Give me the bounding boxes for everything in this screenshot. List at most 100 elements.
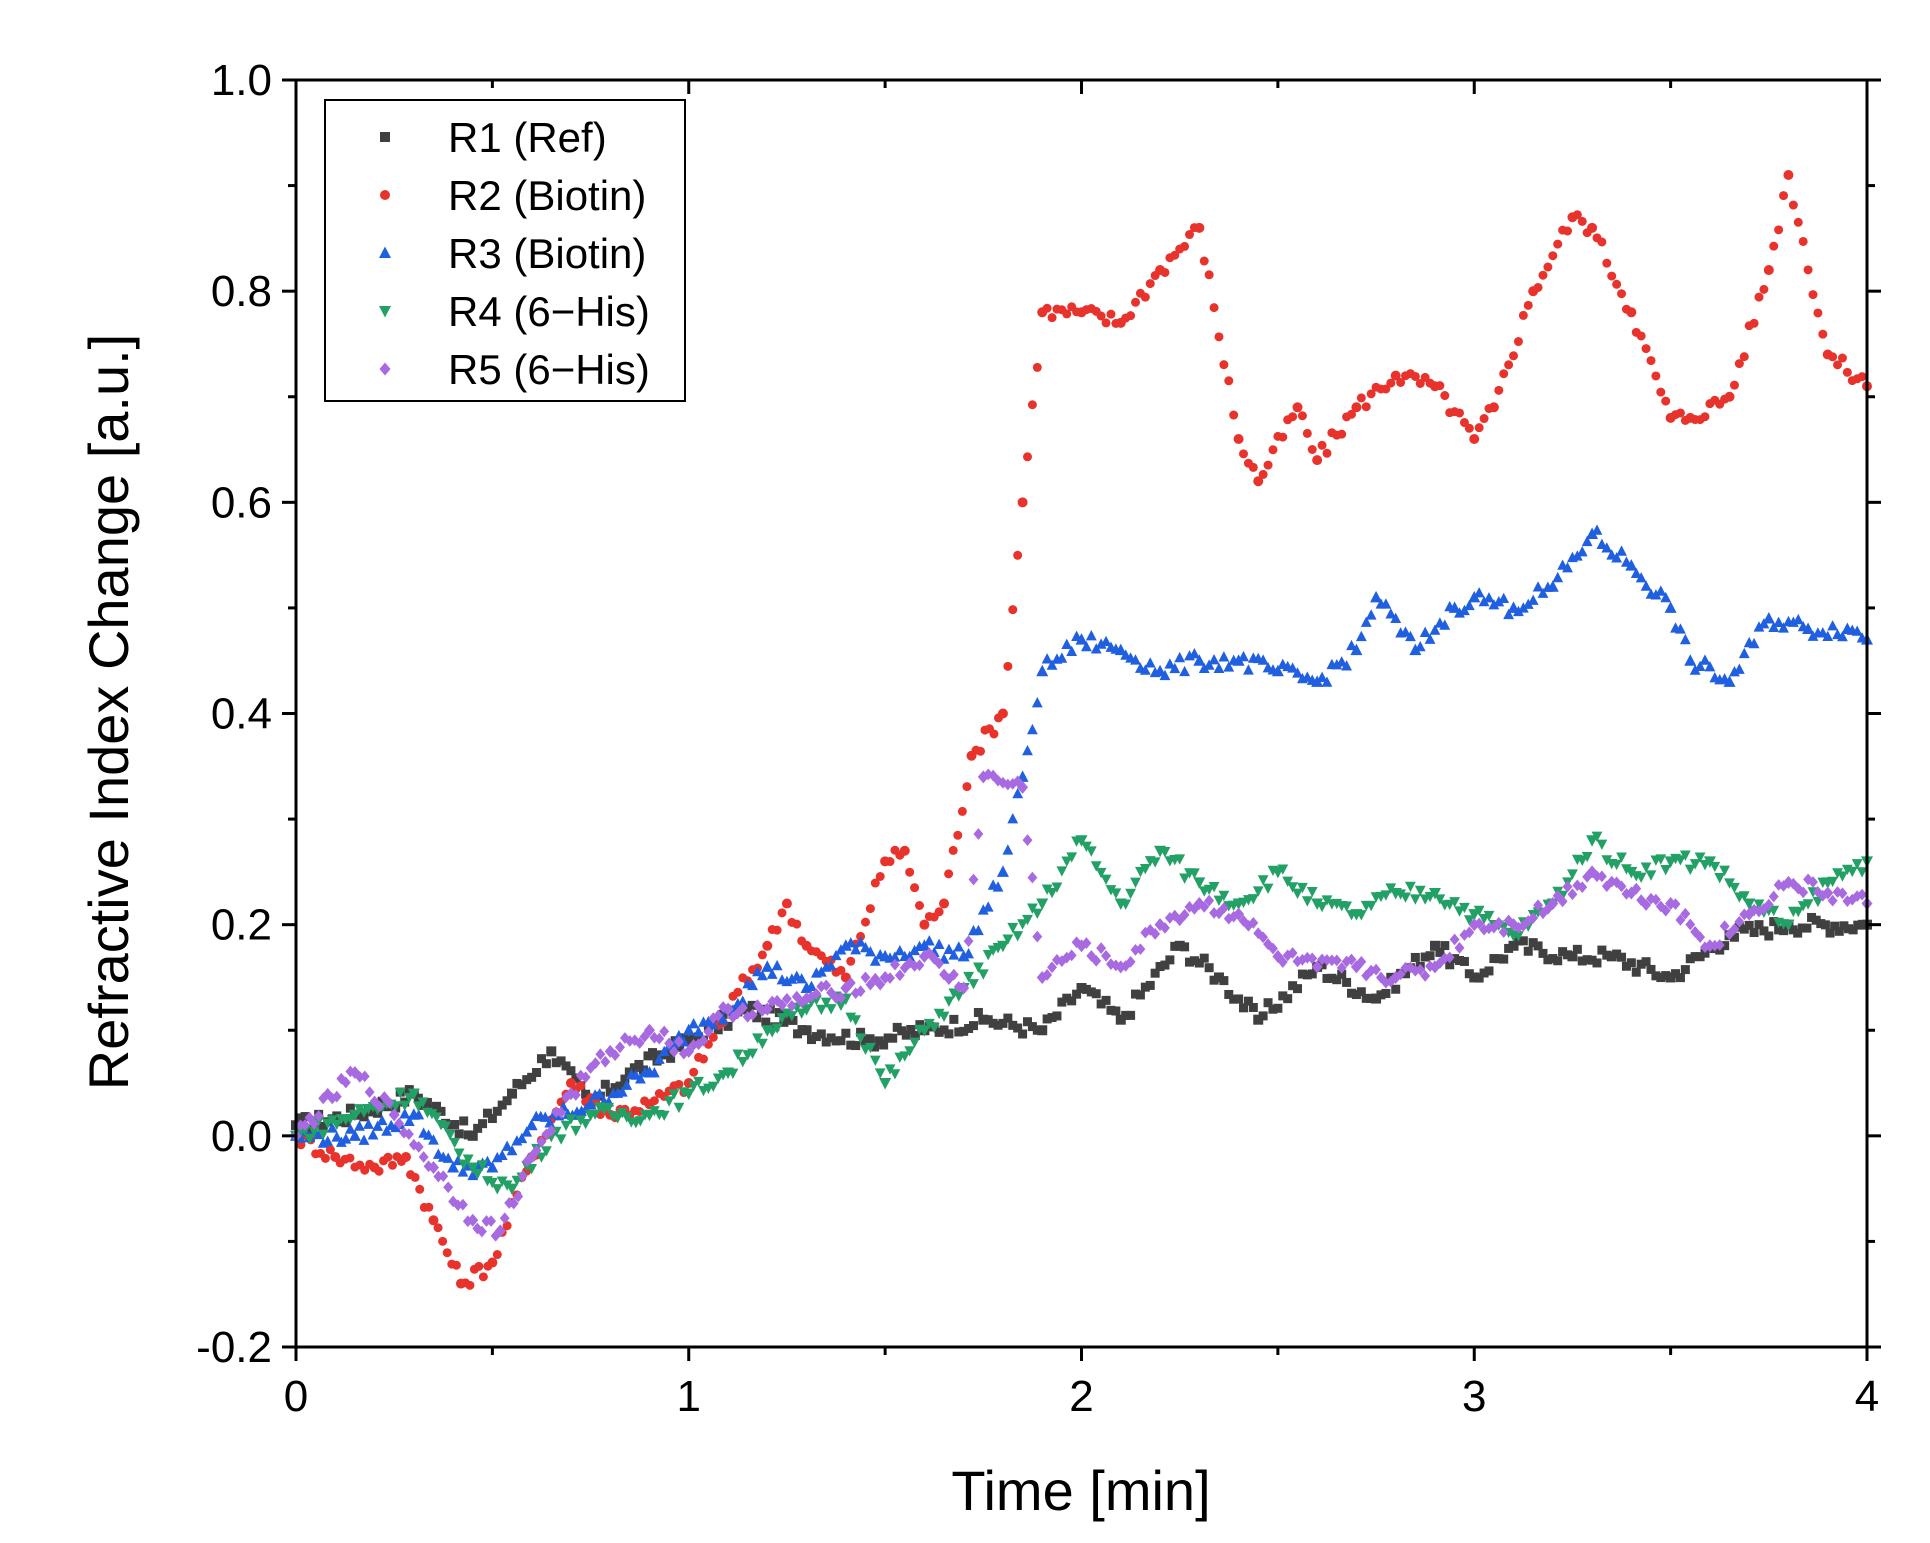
series-4-trace-marker <box>1792 906 1804 918</box>
series-4-trace-marker <box>756 1038 768 1050</box>
series-1-trace-marker <box>1816 919 1826 929</box>
series-4-trace-marker <box>1046 887 1058 899</box>
series-1-trace-marker <box>502 1096 512 1106</box>
series-1-trace-marker <box>1086 987 1096 997</box>
series-1-trace-marker <box>1484 966 1494 976</box>
series-5-trace-marker <box>1081 937 1092 949</box>
data-point <box>1821 877 1834 889</box>
series-1-trace-marker <box>1106 1005 1116 1015</box>
series-2-trace-marker <box>905 867 915 877</box>
series-1-trace-marker <box>1307 969 1317 979</box>
x-tick-label: 1 <box>677 1372 701 1421</box>
series-4-trace-marker <box>1306 886 1318 898</box>
data-point <box>643 1023 655 1037</box>
data-point <box>683 1035 694 1046</box>
series-1-trace-marker <box>1160 960 1170 970</box>
series-3-trace-marker <box>717 1014 729 1025</box>
series-3-trace-marker <box>1694 660 1706 672</box>
series-3-trace-marker <box>367 1129 379 1140</box>
data-point <box>584 1109 597 1122</box>
series-1-trace-marker <box>643 1051 653 1061</box>
series-1-trace-marker <box>1533 941 1543 951</box>
series-5-trace-marker <box>786 1000 797 1012</box>
series-3-trace-marker <box>1365 609 1377 620</box>
data-point <box>1508 940 1519 951</box>
series-2-trace-marker <box>948 845 958 855</box>
series-3-trace-marker <box>1601 542 1613 553</box>
series-3-trace-marker <box>1243 664 1254 675</box>
series-1-trace-marker <box>1848 925 1858 935</box>
series-4-trace-marker <box>1090 861 1102 872</box>
series-5-trace-marker <box>737 1002 748 1014</box>
series-4-trace-marker <box>781 1008 793 1019</box>
series-3-trace-marker <box>1385 608 1397 619</box>
series-2-trace-marker <box>1494 385 1504 395</box>
series-3-trace-marker <box>363 1118 374 1129</box>
series-1-trace-marker <box>1327 973 1337 983</box>
series-5-trace-marker <box>364 1086 375 1098</box>
series-1-trace-marker <box>883 1033 893 1043</box>
series-5-trace-marker <box>1380 976 1391 989</box>
series-5-trace-marker <box>1307 952 1318 965</box>
series-5-trace-marker <box>1214 907 1224 920</box>
series-2-trace-marker <box>465 1280 475 1290</box>
series-1-trace-marker <box>1425 951 1435 961</box>
series-1-trace-marker <box>1779 926 1789 936</box>
data-point <box>1155 265 1166 276</box>
series-4-trace-marker <box>1002 934 1014 945</box>
series-1-trace-marker <box>1695 952 1705 962</box>
series-5-trace-marker <box>546 1124 557 1137</box>
series-4-trace-marker <box>688 1081 700 1092</box>
series-1-trace-marker <box>377 1096 387 1106</box>
series-5-trace-marker <box>1385 975 1396 988</box>
series-1-trace-marker <box>1636 959 1646 969</box>
series-4-trace-marker <box>1061 856 1073 867</box>
data-point <box>565 1078 576 1089</box>
series-3-trace-marker <box>1738 647 1750 659</box>
series-4-trace-marker <box>1252 886 1264 897</box>
series-2-trace-marker <box>914 900 924 910</box>
data-point <box>1371 993 1382 1004</box>
series-3-trace-marker <box>1292 667 1303 678</box>
series-4-trace-marker <box>1483 910 1495 922</box>
series-1-trace-marker <box>1675 973 1685 983</box>
series-5-trace-marker <box>1758 903 1769 915</box>
series-2-trace-marker <box>1837 353 1847 363</box>
series-5-trace-marker <box>669 1045 679 1058</box>
series-5-trace-marker <box>1488 921 1499 934</box>
series-5-trace-marker <box>718 1001 729 1013</box>
data-point <box>349 1065 361 1079</box>
series-1-trace-marker <box>1243 996 1253 1006</box>
series-2-trace-marker <box>1322 448 1332 458</box>
series-1-trace-marker <box>993 1020 1003 1030</box>
series-1-trace-marker <box>522 1075 532 1085</box>
data-point <box>1154 664 1167 677</box>
series-5-trace-marker <box>1243 919 1254 932</box>
series-3-trace-marker <box>1473 587 1485 598</box>
data-point <box>997 708 1008 719</box>
series-5-trace-marker <box>1258 931 1269 944</box>
series-5-trace-marker <box>934 957 945 970</box>
series-1-trace-marker <box>512 1078 522 1088</box>
legend-entry: R1 (Ref) <box>380 114 607 161</box>
series-1-trace-marker <box>841 1028 851 1038</box>
data-point <box>939 898 950 909</box>
series-1-trace-marker <box>482 1108 492 1118</box>
series-1-trace-marker <box>1700 948 1710 958</box>
series-1-trace-marker <box>1455 955 1465 965</box>
series-1-trace-marker <box>1263 998 1273 1008</box>
series-1-trace-marker <box>1278 991 1288 1001</box>
series-2-trace-marker <box>1302 428 1312 438</box>
data-point <box>467 1130 478 1141</box>
series-4-trace-marker <box>1846 866 1858 878</box>
series-3-trace-marker <box>1478 595 1490 607</box>
series-5-trace-marker <box>1228 910 1239 923</box>
series-3-trace-marker <box>771 959 783 971</box>
series-2-trace-marker <box>1288 412 1298 422</box>
series-5-trace-marker <box>1690 926 1701 938</box>
series-3-trace-marker <box>1056 652 1068 663</box>
series-5-trace-marker <box>1646 892 1656 905</box>
series-2-trace-marker <box>860 917 870 927</box>
series-2-trace-marker <box>1754 292 1764 302</box>
series-3-trace-marker <box>539 1111 551 1122</box>
